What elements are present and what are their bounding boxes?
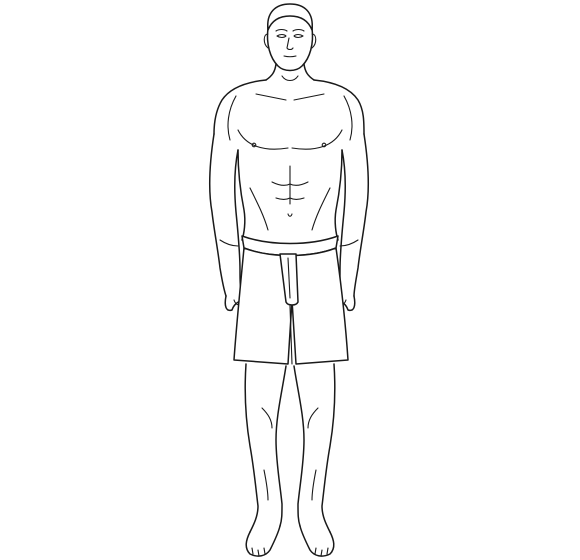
left-side bbox=[237, 149, 246, 241]
right-eyebrow bbox=[292, 28, 305, 32]
left-oblique bbox=[249, 187, 269, 231]
right-oblique bbox=[311, 187, 331, 231]
left-foot bbox=[245, 525, 281, 557]
swim-shorts bbox=[233, 235, 349, 365]
right-eye bbox=[293, 33, 304, 39]
right-shoulder bbox=[313, 79, 365, 135]
mouth bbox=[283, 55, 297, 58]
right-pectoral bbox=[291, 129, 343, 150]
left-eye bbox=[276, 33, 287, 39]
left-deltoid bbox=[227, 95, 237, 141]
left-shoulder bbox=[213, 79, 267, 135]
right-clavicle bbox=[293, 93, 325, 101]
right-foot bbox=[299, 525, 335, 557]
face-outline bbox=[266, 27, 314, 72]
left-eyebrow bbox=[275, 28, 288, 32]
right-leg bbox=[293, 363, 336, 533]
left-ear bbox=[263, 33, 269, 49]
left-pectoral bbox=[237, 129, 289, 150]
right-nipple bbox=[321, 142, 327, 148]
shorts-outline bbox=[233, 247, 349, 365]
torso bbox=[213, 79, 365, 241]
right-side bbox=[334, 149, 343, 241]
drawstring-inner bbox=[287, 257, 291, 299]
left-nipple bbox=[251, 142, 257, 148]
navel bbox=[287, 213, 293, 217]
left-leg bbox=[244, 363, 287, 533]
nose bbox=[286, 37, 294, 51]
hair bbox=[267, 3, 313, 31]
right-deltoid bbox=[343, 95, 353, 141]
center-seam bbox=[289, 305, 293, 365]
right-ear bbox=[311, 33, 317, 49]
head bbox=[263, 3, 317, 72]
neck bbox=[265, 63, 315, 82]
left-arm bbox=[209, 133, 243, 297]
left-clavicle bbox=[255, 93, 287, 101]
